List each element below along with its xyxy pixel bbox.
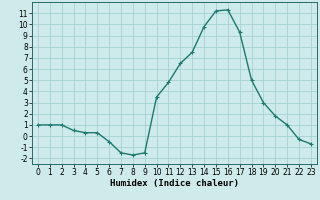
X-axis label: Humidex (Indice chaleur): Humidex (Indice chaleur) [110, 179, 239, 188]
